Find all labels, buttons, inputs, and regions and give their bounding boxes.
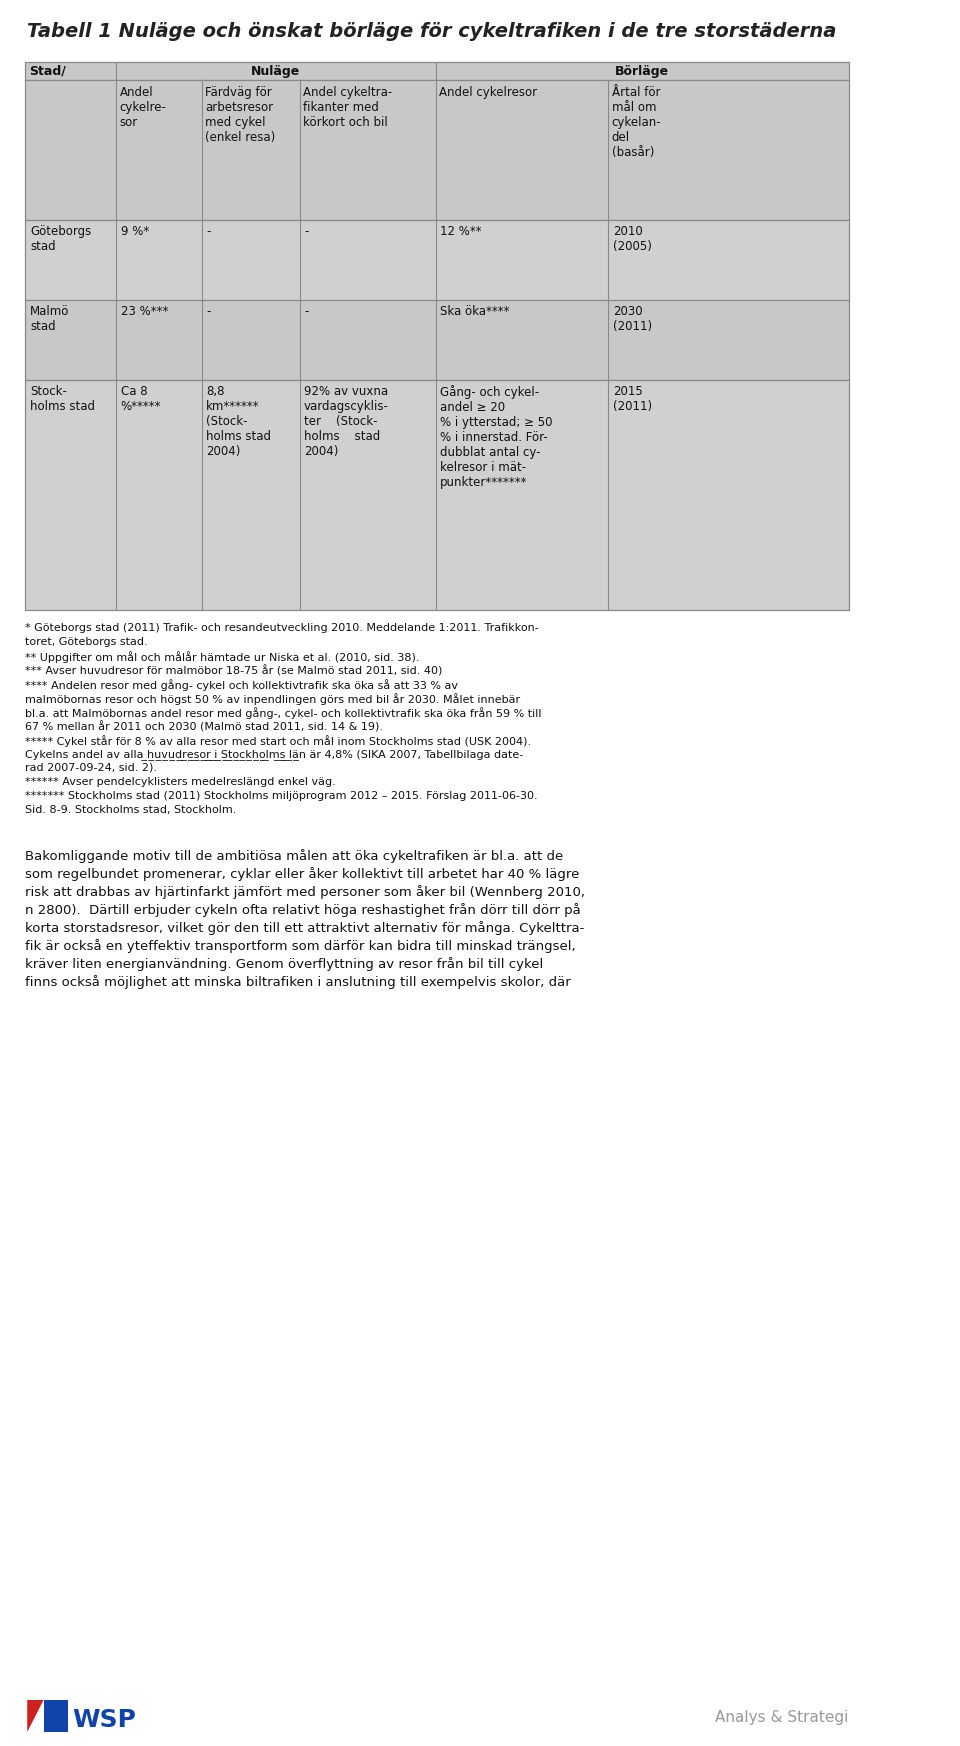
- Text: 2030
(2011): 2030 (2011): [612, 306, 652, 333]
- Text: Andel
cykelre-
sor: Andel cykelre- sor: [120, 86, 167, 129]
- Text: kräver liten energianvändning. Genom överflyttning av resor från bil till cykel: kräver liten energianvändning. Genom öve…: [25, 957, 543, 971]
- Text: 67 % mellan år 2011 och 2030 (Malmö stad 2011, sid. 14 & 19).: 67 % mellan år 2011 och 2030 (Malmö stad…: [25, 721, 383, 732]
- Text: -: -: [304, 306, 308, 318]
- Text: Andel cykelresor: Andel cykelresor: [440, 86, 538, 100]
- Text: malmöbornas resor och högst 50 % av inpendlingen görs med bil år 2030. Målet inn: malmöbornas resor och högst 50 % av inpe…: [25, 693, 520, 705]
- Text: ***** Cykel står för 8 % av alla resor med start och mål inom Stockholms stad (U: ***** Cykel står för 8 % av alla resor m…: [25, 735, 532, 747]
- Text: korta storstadsresor, vilket gör den till ett attraktivt alternativ för många. C: korta storstadsresor, vilket gör den til…: [25, 920, 585, 934]
- Text: 92% av vuxna
vardagscyklis-
ter    (Stock-
holms    stad
2004): 92% av vuxna vardagscyklis- ter (Stock- …: [304, 386, 389, 457]
- Bar: [25, 381, 849, 609]
- Text: n 2800).  Därtill erbjuder cykeln ofta relativt höga reshastighet från dörr till: n 2800). Därtill erbjuder cykeln ofta re…: [25, 903, 581, 917]
- Text: ** Uppgifter om mål och målår hämtade ur Niska et al. (2010, sid. 38).: ** Uppgifter om mål och målår hämtade ur…: [25, 651, 420, 663]
- Text: * Göteborgs stad (2011) Trafik- och resandeutveckling 2010. Meddelande 1:2011. T: * Göteborgs stad (2011) Trafik- och resa…: [25, 623, 540, 634]
- Text: Cykelns andel av alla ̲h̲u̲v̲u̲d̲r̲e̲s̲o̲r̲ ̲i̲ ̲S̲t̲o̲c̲k̲h̲o̲l̲m̲s̲ ̲l̲ä̲n är : Cykelns andel av alla ̲h̲u̲v̲u̲d̲r̲e̲s̲o…: [25, 749, 523, 760]
- Text: Nuläge: Nuläge: [252, 65, 300, 79]
- Text: Börläge: Börläge: [615, 65, 669, 79]
- Bar: [25, 63, 849, 80]
- Text: Färdväg för
arbetsresor
med cykel
(enkel resa): Färdväg för arbetsresor med cykel (enkel…: [205, 86, 276, 143]
- Text: Göteborgs
stad: Göteborgs stad: [30, 225, 91, 253]
- Text: 9 %*: 9 %*: [121, 225, 149, 237]
- Text: Ca 8
%*****: Ca 8 %*****: [121, 386, 161, 414]
- Text: Analys & Strategi: Analys & Strategi: [715, 1709, 849, 1725]
- Text: -: -: [304, 225, 308, 237]
- Bar: [25, 220, 849, 300]
- Text: 2010
(2005): 2010 (2005): [612, 225, 652, 253]
- Text: Malmö
stad: Malmö stad: [30, 306, 69, 333]
- Text: fik är också en yteffektiv transportform som därför kan bidra till minskad träng: fik är också en yteffektiv transportform…: [25, 939, 576, 953]
- Text: *** Avser huvudresor för malmöbor 18-75 år (se Malmö stad 2011, sid. 40): *** Avser huvudresor för malmöbor 18-75 …: [25, 665, 443, 676]
- Text: som regelbundet promenerar, cyklar eller åker kollektivt till arbetet har 40 % l: som regelbundet promenerar, cyklar eller…: [25, 868, 580, 882]
- Polygon shape: [27, 1701, 43, 1732]
- Text: Andel cykeltra-
fikanter med
körkort och bil: Andel cykeltra- fikanter med körkort och…: [303, 86, 393, 129]
- Text: Stock-
holms stad: Stock- holms stad: [30, 386, 95, 414]
- Text: -: -: [206, 306, 210, 318]
- Text: 2015
(2011): 2015 (2011): [612, 386, 652, 414]
- Text: rad 2007-09-24, sid. 2).: rad 2007-09-24, sid. 2).: [25, 763, 157, 773]
- Text: Stad/: Stad/: [29, 65, 66, 79]
- Text: ****** Avser pendelcyklisters medelreslängd enkel väg.: ****** Avser pendelcyklisters medelreslä…: [25, 777, 336, 787]
- Text: Ska öka****: Ska öka****: [441, 306, 510, 318]
- Bar: [25, 300, 849, 381]
- Text: 8,8
km******
(Stock-
holms stad
2004): 8,8 km****** (Stock- holms stad 2004): [206, 386, 271, 457]
- Text: -: -: [206, 225, 210, 237]
- Text: 12 %**: 12 %**: [441, 225, 482, 237]
- Text: WSP: WSP: [73, 1708, 136, 1732]
- Text: Årtal för
mål om
cykelan-
del
(basår): Årtal för mål om cykelan- del (basår): [612, 86, 661, 159]
- Text: toret, Göteborgs stad.: toret, Göteborgs stad.: [25, 637, 148, 648]
- Text: ******* Stockholms stad (2011) Stockholms miljöprogram 2012 – 2015. Förslag 2011: ******* Stockholms stad (2011) Stockholm…: [25, 791, 538, 801]
- Text: Tabell 1 Nuläge och önskat börläge för cykeltrafiken i de tre storstäderna: Tabell 1 Nuläge och önskat börläge för c…: [27, 23, 836, 40]
- Text: 23 %***: 23 %***: [121, 306, 168, 318]
- Text: finns också möjlighet att minska biltrafiken i anslutning till exempelvis skolor: finns också möjlighet att minska biltraf…: [25, 974, 571, 988]
- Polygon shape: [43, 1701, 68, 1732]
- Text: Sid. 8-9. Stockholms stad, Stockholm.: Sid. 8-9. Stockholms stad, Stockholm.: [25, 805, 237, 815]
- Text: bl.a. att Malmöbornas andel resor med gång-, cykel- och kollektivtrafik ska öka : bl.a. att Malmöbornas andel resor med gå…: [25, 707, 541, 719]
- Text: Bakomliggande motiv till de ambitiösa målen att öka cykeltrafiken är bl.a. att d: Bakomliggande motiv till de ambitiösa må…: [25, 849, 564, 863]
- Bar: [25, 80, 849, 220]
- Text: Gång- och cykel-
andel ≥ 20
% i ytterstad; ≥ 50
% i innerstad. För-
dubblat anta: Gång- och cykel- andel ≥ 20 % i yttersta…: [441, 386, 553, 489]
- Text: **** Andelen resor med gång- cykel och kollektivtrafik ska öka så att 33 % av: **** Andelen resor med gång- cykel och k…: [25, 679, 459, 691]
- Text: risk att drabbas av hjärtinfarkt jämfört med personer som åker bil (Wennberg 201: risk att drabbas av hjärtinfarkt jämfört…: [25, 885, 586, 899]
